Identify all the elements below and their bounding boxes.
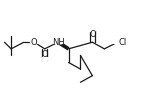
Ellipse shape	[88, 27, 97, 32]
Ellipse shape	[40, 56, 49, 61]
Text: O: O	[31, 38, 38, 47]
Text: O: O	[89, 30, 96, 39]
Ellipse shape	[112, 40, 125, 45]
Ellipse shape	[30, 40, 39, 45]
Ellipse shape	[51, 40, 65, 45]
Text: O: O	[41, 50, 48, 59]
Text: NH: NH	[52, 38, 65, 47]
Text: Cl: Cl	[118, 38, 127, 47]
